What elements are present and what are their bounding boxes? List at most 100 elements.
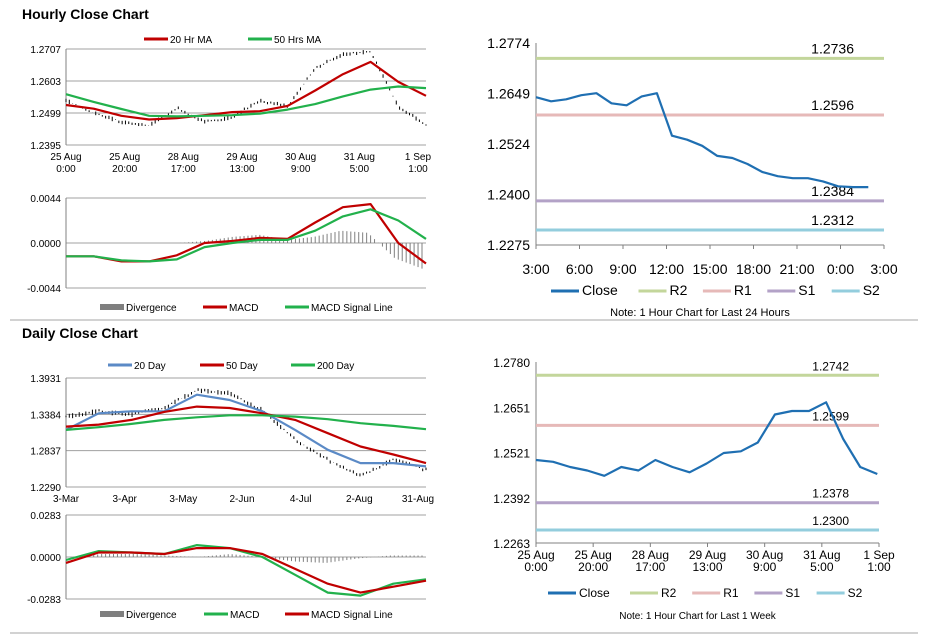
x-tick-label: 9:00 xyxy=(291,164,311,175)
y-tick-label: 1.3931 xyxy=(30,374,61,385)
level-label: 1.2742 xyxy=(812,359,849,373)
legend-label: 20 Day xyxy=(134,361,166,372)
series-line-20-day xyxy=(65,393,427,468)
series-line-macd xyxy=(66,203,427,265)
legend-label: S2 xyxy=(863,282,880,298)
series-line-50-day xyxy=(65,405,427,465)
x-tick-label: 3:00 xyxy=(522,261,549,277)
series-line-macd-signal-line xyxy=(66,208,427,263)
x-tick-label: 1 Sep xyxy=(863,548,895,562)
legend-label: R1 xyxy=(734,282,752,298)
x-tick-label: 0:00 xyxy=(524,560,548,574)
x-tick-label: 15:00 xyxy=(692,261,727,277)
x-tick-label: 1:00 xyxy=(867,560,891,574)
x-tick-label: 31 Aug xyxy=(803,548,840,562)
chart-note: Note: 1 Hour Chart for Last 1 Week xyxy=(619,611,777,622)
y-tick-label: 1.2400 xyxy=(487,187,530,203)
x-tick-label: 31 Aug xyxy=(344,152,375,163)
series-line-macd-signal-line xyxy=(65,546,427,594)
legend-label: Divergence xyxy=(126,303,177,314)
x-tick-label: 28 Aug xyxy=(168,152,199,163)
x-tick-label: 2-Aug xyxy=(346,494,373,505)
level-label: 1.2736 xyxy=(811,40,854,56)
y-tick-label: 0.0000 xyxy=(30,553,61,564)
y-tick-label: 1.2395 xyxy=(30,141,61,152)
series-line-200-day xyxy=(65,414,427,431)
y-tick-label: 1.2649 xyxy=(487,86,530,102)
x-tick-label: 13:00 xyxy=(229,164,254,175)
x-tick-label: 9:00 xyxy=(753,560,777,574)
x-tick-label: 3-Mar xyxy=(53,494,80,505)
legend-label: MACD Signal Line xyxy=(311,610,393,621)
x-tick-label: 31-Aug xyxy=(402,494,434,505)
level-label: 1.2599 xyxy=(812,409,849,423)
y-tick-label: 1.2499 xyxy=(30,109,61,120)
hourly-section-title: Hourly Close Chart xyxy=(22,6,149,22)
x-tick-label: 1:00 xyxy=(408,164,428,175)
y-tick-label: 0.0044 xyxy=(30,194,61,205)
level-label: 1.2378 xyxy=(812,487,849,501)
y-tick-label: 1.2521 xyxy=(493,447,530,461)
legend-label: R2 xyxy=(661,586,677,600)
series-line-20-hr-ma xyxy=(65,60,427,121)
x-tick-label: 13:00 xyxy=(692,560,722,574)
legend-label: S1 xyxy=(785,586,800,600)
x-tick-label: 29 Aug xyxy=(689,548,726,562)
x-tick-label: 6:00 xyxy=(566,261,593,277)
x-tick-label: 0:00 xyxy=(827,261,854,277)
x-tick-label: 25 Aug xyxy=(109,152,140,163)
y-tick-label: 1.2837 xyxy=(30,447,61,458)
legend-label: MACD Signal Line xyxy=(311,303,393,314)
x-tick-label: 20:00 xyxy=(578,560,608,574)
y-tick-label: 1.2707 xyxy=(30,45,61,56)
x-tick-label: 5:00 xyxy=(350,164,370,175)
y-tick-label: 1.2290 xyxy=(30,483,61,494)
x-tick-label: 25 Aug xyxy=(517,548,554,562)
x-tick-label: 29 Aug xyxy=(226,152,257,163)
x-tick-label: 9:00 xyxy=(609,261,636,277)
y-tick-label: -0.0283 xyxy=(27,595,61,606)
x-tick-label: 12:00 xyxy=(649,261,684,277)
legend-label: Divergence xyxy=(126,610,177,621)
y-tick-label: 0.0283 xyxy=(30,511,61,522)
legend-label: R1 xyxy=(723,586,739,600)
x-tick-label: 3-Apr xyxy=(112,494,137,505)
x-tick-label: 21:00 xyxy=(779,261,814,277)
x-tick-label: 4-Jul xyxy=(290,494,312,505)
level-label: 1.2300 xyxy=(812,514,849,528)
y-tick-label: 1.2524 xyxy=(487,136,530,152)
y-tick-label: 0.0000 xyxy=(30,239,61,250)
x-tick-label: 18:00 xyxy=(736,261,771,277)
x-tick-label: 3-May xyxy=(169,494,197,505)
x-tick-label: 17:00 xyxy=(171,164,196,175)
x-tick-label: 0:00 xyxy=(56,164,76,175)
x-tick-label: 3:00 xyxy=(870,261,897,277)
x-tick-label: 20:00 xyxy=(112,164,137,175)
chart-note: Note: 1 Hour Chart for Last 24 Hours xyxy=(610,307,790,319)
legend-label: MACD xyxy=(230,610,259,621)
y-tick-label: 1.2263 xyxy=(493,537,530,551)
series-line-close xyxy=(535,92,869,189)
legend-label: S1 xyxy=(798,282,815,298)
x-tick-label: 5:00 xyxy=(810,560,834,574)
legend-label: S2 xyxy=(848,586,863,600)
legend-label: 20 Hr MA xyxy=(170,35,213,46)
x-tick-label: 17:00 xyxy=(635,560,665,574)
legend-label: MACD xyxy=(229,303,258,314)
legend-label: R2 xyxy=(670,282,688,298)
level-label: 1.2312 xyxy=(811,212,854,228)
y-tick-label: 1.2603 xyxy=(30,77,61,88)
legend-label: 50 Hrs MA xyxy=(274,35,322,46)
y-tick-label: 1.2275 xyxy=(487,237,530,253)
x-tick-label: 1 Sep xyxy=(405,152,432,163)
x-tick-label: 30 Aug xyxy=(285,152,316,163)
daily-section-title: Daily Close Chart xyxy=(22,325,138,341)
legend-label: 50 Day xyxy=(226,361,258,372)
x-tick-label: 25 Aug xyxy=(50,152,81,163)
legend-label: Close xyxy=(579,586,610,600)
x-tick-label: 30 Aug xyxy=(746,548,783,562)
y-tick-label: 1.2651 xyxy=(493,401,530,415)
y-tick-label: 1.2392 xyxy=(493,492,530,506)
legend-label: 200 Day xyxy=(317,361,354,372)
